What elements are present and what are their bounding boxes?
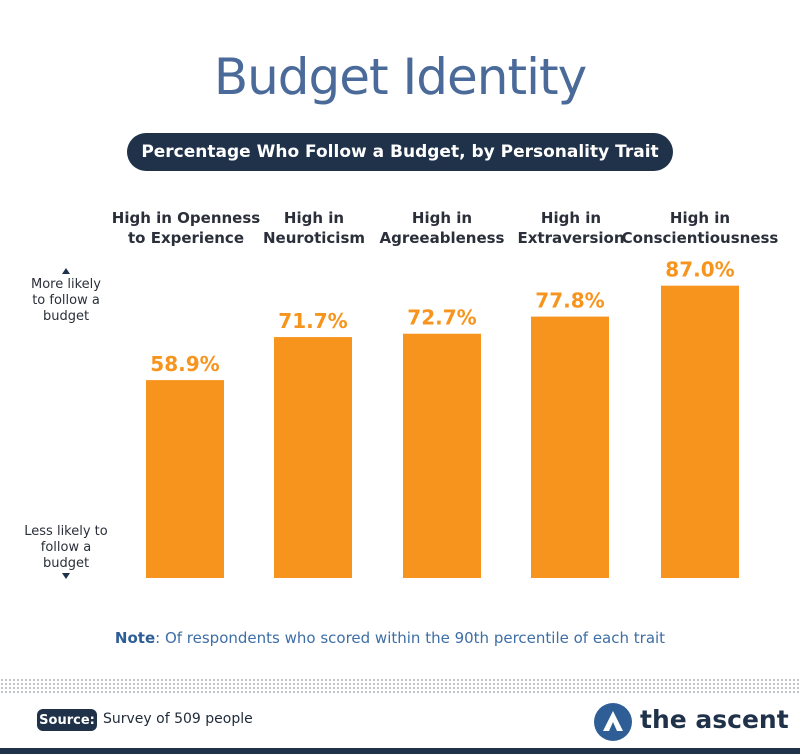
bar-4 <box>661 285 739 578</box>
bar-3 <box>531 316 609 578</box>
bar-1 <box>274 337 352 578</box>
bar-2 <box>403 333 481 578</box>
note-prefix: Note <box>114 629 156 647</box>
source-label: Source: <box>39 712 95 728</box>
category-label-agreeableness: High in Agreeableness <box>379 209 505 247</box>
source-text: Survey of 509 people <box>103 711 253 727</box>
bar-value-label-2: 72.7% <box>407 306 476 330</box>
arrow-up-icon <box>62 268 70 274</box>
dotted-divider <box>0 678 800 694</box>
bar-0 <box>146 380 224 578</box>
ascent-logo-icon <box>594 703 632 741</box>
bar-value-label-0: 58.9% <box>150 352 219 376</box>
category-label-openness: High in Openness to Experience <box>111 209 261 247</box>
source-badge: Source: <box>37 709 97 731</box>
more-likely-label: More likely to follow a budget <box>31 277 101 324</box>
arrow-down-icon <box>62 573 70 579</box>
less-likely-label: Less likely to follow a budget <box>24 524 108 571</box>
bottom-bar <box>0 748 800 754</box>
note-text: : Of respondents who scored within the 9… <box>155 629 666 647</box>
category-label-conscientiousness: High in Conscientiousness <box>621 209 779 247</box>
logo-text: the ascent <box>640 705 789 734</box>
category-label-extraversion: High in Extraversion <box>517 209 625 247</box>
chart-subtitle: Percentage Who Follow a Budget, by Perso… <box>127 133 673 171</box>
bar-value-label-3: 77.8% <box>535 289 604 313</box>
bar-value-label-1: 71.7% <box>278 309 347 333</box>
chart-note: Note: Of respondents who scored within t… <box>0 629 780 647</box>
category-label-neuroticism: High in Neuroticism <box>262 209 365 247</box>
chart-subtitle-text: Percentage Who Follow a Budget, by Perso… <box>141 142 659 162</box>
chart-title: Budget Identity <box>213 48 587 106</box>
bar-value-label-4: 87.0% <box>665 258 734 282</box>
